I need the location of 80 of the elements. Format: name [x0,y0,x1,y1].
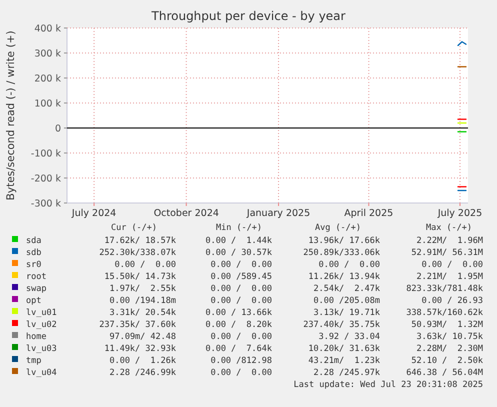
text: 252.30k/338.07k [99,248,176,258]
text: 646.38 / 56.04M [406,368,483,378]
text: 0.00 / 26.93 [422,296,483,306]
text: 2.22M/ 1.96M [416,236,483,246]
y-tick-label: 100 k [34,98,62,110]
text: 823.33k/781.48k [406,284,483,294]
text: 0.00 /589.45 [210,272,272,282]
text: 0.00 / 0.00 [210,296,272,306]
text: 0.00 / 0.00 [210,260,272,270]
text: 0.00 /812.98 [210,356,272,366]
text: 338.57k/160.62k [406,308,483,318]
text: 250.89k/333.06k [303,248,380,258]
legend-label: sdb [26,248,42,258]
text: 2.28M/ 2.30M [416,344,483,354]
text: 97.09m/ 42.48 [109,332,176,342]
text: 0.00 / 0.00 [318,260,380,270]
text: 43.21m/ 1.23k [308,356,380,366]
legend-label: opt [26,296,42,306]
text: 3.63k/ 10.75k [416,332,483,342]
text: 3.13k/ 19.71k [313,308,380,318]
x-tick-label: January 2025 [246,208,310,219]
x-tick-label: October 2024 [154,208,219,219]
text: 2.28 /246.99k [109,368,176,378]
text: 0.00 / 0.00 [210,284,272,294]
text: Min (-/+) [216,223,262,233]
text: 0.00 / 7.64k [205,344,272,354]
text: 237.40k/ 35.75k [303,320,380,330]
y-tick-label: 300 k [34,48,62,60]
y-axis-title: Bytes/second read (-) / write (+) [5,30,17,200]
y-tick-label: -200 k [30,174,62,184]
text: Avg (-/+) [314,223,362,233]
chart-title: Throughput per device - by year [150,9,346,23]
y-tick-label: -300 k [30,198,62,210]
legend-label: lv_u03 [26,344,57,354]
y-tick-label: 400 k [34,24,62,34]
text: 11.49k/ 32.93k [104,344,176,354]
text: 0.00 / 0.00 [210,332,272,342]
text: 17.62k/ 18.57k [104,236,176,246]
text: 3.92 / 33.04 [318,332,380,342]
text: 11.26k/ 13.94k [308,272,380,282]
text: 2.28 /245.97k [313,368,380,378]
text: 50.93M/ 1.32M [411,320,483,330]
text: 0.00 / 0.00 [422,260,483,270]
text: 0.00 / 1.44k [205,236,272,246]
y-tick-label: 0 [54,124,61,134]
text: Max (-/+) [426,223,472,233]
legend-label: root [26,272,46,282]
text: 2.21M/ 1.95M [416,272,483,282]
legend-label: lv_u04 [26,368,57,378]
text: 0.00 / 0.00 [210,368,272,378]
text: 2.54k/ 2.47k [313,284,380,294]
text: 3.31k/ 20.54k [109,308,176,318]
text: 0.00 / 13.66k [205,308,272,318]
text: 0.00 / 8.20k [205,320,272,330]
x-tick-label: July 2025 [436,208,482,219]
text: 52.91M/ 56.31M [411,248,483,258]
text: 1.97k/ 2.55k [109,284,176,294]
text: 0.00 / 0.00 [114,260,176,270]
y-tick-label: -100 k [30,148,62,160]
y-tick-label: 200 k [34,74,62,84]
text: Last update: Wed Jul 23 20:31:08 2025 [294,380,483,390]
text: 52.10 / 2.50k [411,356,483,366]
legend-label: lv_u02 [26,320,57,330]
text: 15.50k/ 14.73k [104,272,176,282]
legend-label: tmp [26,356,42,366]
text: 237.35k/ 37.60k [99,320,176,330]
text: 0.00 / 30.57k [205,248,272,258]
legend-label: swap [26,284,46,294]
text: 0.00 / 1.26k [109,356,176,366]
legend-label: home [26,332,46,342]
legend-label: sr0 [26,260,42,270]
x-tick-label: April 2025 [344,208,394,219]
legend-label: lv_u01 [26,308,57,318]
legend-label: sda [26,236,42,246]
text: 13.96k/ 17.66k [308,236,380,246]
text: 10.20k/ 31.63k [308,344,380,354]
text: 0.00 /205.08m [313,296,380,306]
text: Cur (-/+) [110,223,158,233]
text: 0.00 /194.18m [109,296,176,306]
x-tick-label: July 2024 [70,208,116,219]
